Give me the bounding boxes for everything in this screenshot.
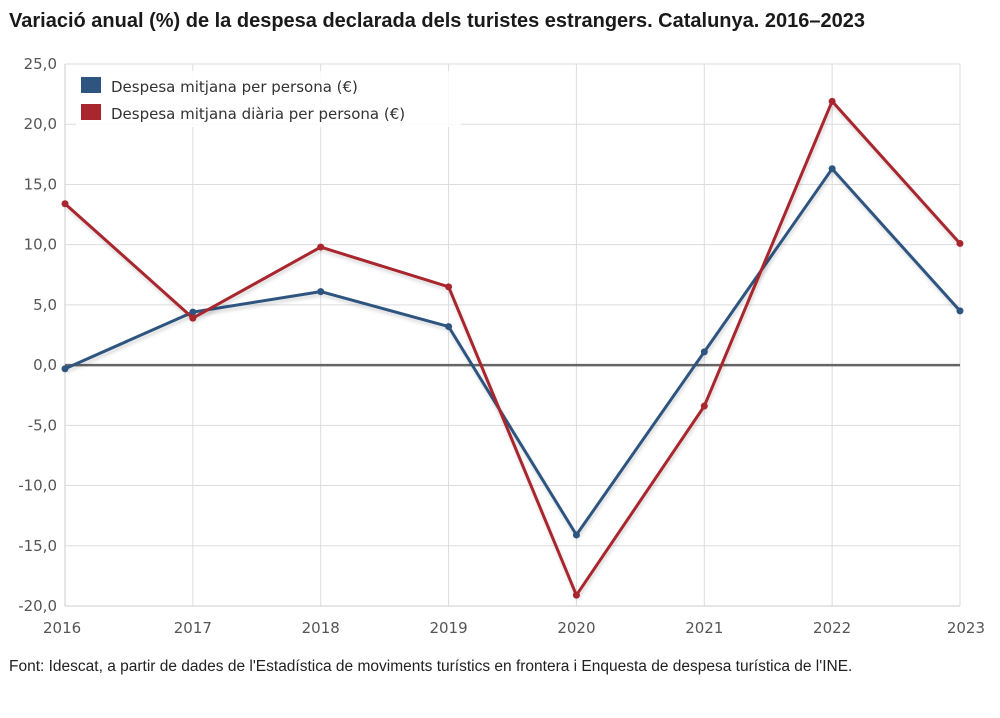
data-point-series-2[interactable] (828, 97, 836, 105)
data-point-series-1[interactable] (572, 531, 580, 539)
source-note: Font: Idescat, a partir de dades de l'Es… (9, 658, 853, 675)
x-tick-label: 2022 (813, 619, 851, 637)
y-tick-label: 0,0 (33, 356, 57, 374)
x-tick-label: 2021 (685, 619, 723, 637)
axis-labels: 25,0 20,0 15,0 10,0 5,0 0,0 -5,0 -10,0 -15,0 -20,… (18, 55, 985, 637)
series-lines (61, 97, 964, 599)
data-point-series-1[interactable] (700, 348, 708, 356)
series-line-1 (64, 167, 962, 537)
legend-background (76, 71, 461, 127)
y-tick-label: 15,0 (24, 175, 57, 193)
y-tick-label: -10,0 (18, 477, 57, 495)
legend: Despesa mitjana per persona (€) Despesa … (76, 71, 461, 127)
data-point-series-2[interactable] (317, 243, 325, 251)
y-tick-label: 5,0 (33, 296, 57, 314)
x-tick-label: 2017 (174, 619, 212, 637)
series-line-2 (63, 99, 962, 597)
y-tick-label: 20,0 (24, 115, 57, 133)
data-point-series-2[interactable] (445, 283, 453, 291)
data-point-series-2[interactable] (700, 402, 708, 410)
data-point-series-1[interactable] (828, 165, 836, 173)
x-tick-label: 2016 (43, 619, 81, 637)
x-tick-label: 2018 (302, 619, 340, 637)
legend-swatch-series-1 (81, 77, 101, 93)
legend-label-series-1: Despesa mitjana per persona (€) (111, 78, 358, 96)
x-tick-label: 2020 (557, 619, 595, 637)
data-point-series-1[interactable] (956, 307, 964, 315)
x-tick-label: 2019 (429, 619, 467, 637)
legend-label-series-2: Despesa mitjana diària per persona (€) (111, 105, 405, 123)
y-tick-label: 10,0 (24, 236, 57, 254)
chart-title: Variació anual (%) de la despesa declara… (9, 10, 865, 32)
data-point-series-1[interactable] (61, 365, 69, 373)
y-tick-label: 25,0 (24, 55, 57, 73)
data-point-series-2[interactable] (572, 591, 580, 599)
line-chart: 25,0 20,0 15,0 10,0 5,0 0,0 -5,0 -10,0 -15,0 -20,… (18, 55, 985, 637)
y-tick-label: -20,0 (18, 597, 57, 615)
data-point-series-2[interactable] (956, 239, 964, 247)
grid-lines (64, 63, 961, 607)
data-point-series-1[interactable] (445, 323, 453, 331)
data-point-series-2[interactable] (189, 314, 197, 322)
legend-swatch-series-2 (81, 104, 101, 120)
data-point-series-2[interactable] (61, 200, 69, 208)
y-tick-label: -5,0 (28, 416, 57, 434)
data-point-series-1[interactable] (317, 288, 325, 296)
x-tick-label: 2023 (947, 619, 985, 637)
data-point-series-1[interactable] (189, 308, 197, 316)
y-tick-label: -15,0 (18, 537, 57, 555)
